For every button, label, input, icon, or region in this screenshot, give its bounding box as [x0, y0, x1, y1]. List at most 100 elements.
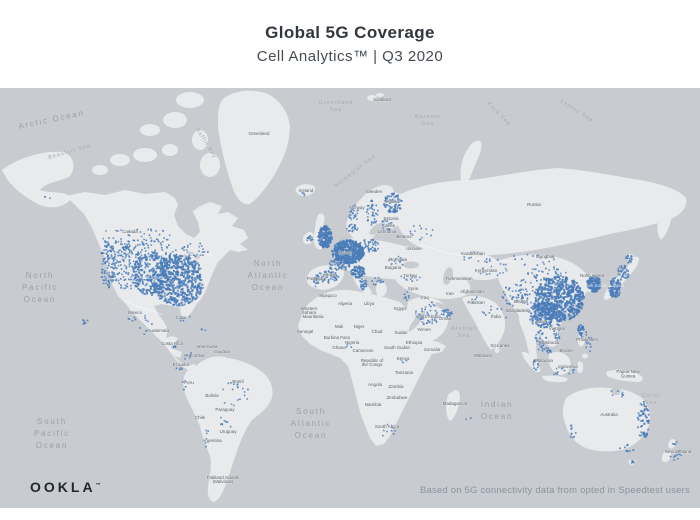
- page-subtitle: Cell Analytics™ | Q3 2020: [256, 48, 444, 65]
- land-siberia: [394, 168, 687, 256]
- country-label: Egypt: [394, 306, 406, 311]
- country-label: Burkina Faso: [324, 335, 351, 340]
- land-sulawesi: [577, 361, 584, 374]
- country-label: Cuba: [176, 315, 187, 320]
- land-balkans-greece: [375, 281, 387, 297]
- land-india: [462, 295, 506, 350]
- country-label: Tanzania: [395, 370, 414, 375]
- land-south-america: [183, 356, 273, 502]
- country-label: Japan: [612, 283, 625, 288]
- land-falkland: [219, 468, 225, 472]
- country-label: Venezuela: [196, 344, 218, 349]
- land-madagascar: [446, 390, 460, 421]
- country-label: North Korea: [580, 273, 605, 278]
- land-mindanao: [582, 353, 588, 359]
- ocean-label: Indian Ocean: [481, 400, 514, 421]
- country-label: Papua New Guinea: [616, 369, 640, 379]
- country-label: Indonesia: [558, 364, 578, 369]
- sea-label: Greenland Sea: [319, 100, 354, 113]
- country-label: South Sudan: [384, 345, 411, 350]
- country-label: Turkey: [403, 273, 417, 278]
- country-label: Russia: [527, 202, 541, 207]
- country-label: Madagascar: [443, 401, 468, 406]
- attribution-text: Based on 5G connectivity data from opted…: [419, 485, 690, 496]
- country-label: Spain: [324, 272, 336, 277]
- land-arctic-island: [140, 124, 160, 136]
- land-java: [542, 375, 568, 383]
- country-label: Chad: [372, 329, 383, 334]
- country-label: United States: [136, 275, 164, 280]
- country-label: Vietnam: [549, 326, 566, 331]
- country-label: Western Sahara: [301, 306, 318, 315]
- world-map: Arctic Ocean North Pacific Ocean North Atlant…: [0, 88, 700, 508]
- land-sri-lanka: [494, 347, 500, 353]
- country-label: South Africa: [375, 424, 400, 429]
- country-label: Algeria: [338, 301, 353, 306]
- country-label: Angola: [368, 382, 383, 387]
- country-label: Niger: [354, 324, 365, 329]
- baltic-sea: [369, 223, 383, 235]
- country-label: Ethiopia: [406, 340, 423, 345]
- country-label: Chile: [195, 415, 206, 420]
- country-label: Guyana: [214, 349, 230, 354]
- country-label: Costa Rica: [161, 341, 184, 346]
- country-label: Bolivia: [205, 393, 219, 398]
- country-label: Bangladesh: [506, 308, 530, 313]
- black-sea: [403, 261, 419, 269]
- country-label: Latvia: [383, 223, 396, 228]
- country-label: Romania: [389, 257, 408, 262]
- country-label: Malaysia: [535, 358, 553, 363]
- country-label: Senegal: [297, 329, 314, 334]
- country-label: Zambia: [388, 384, 404, 389]
- country-label: Guatemala: [147, 328, 170, 333]
- country-label: Afghanistan: [460, 289, 484, 294]
- country-label: Finland: [385, 199, 400, 204]
- country-label: Mali: [335, 324, 343, 329]
- land-arctic-island: [133, 148, 157, 162]
- land-arctic-island: [92, 165, 108, 175]
- ocean-label: South Atlantic Ocean: [291, 407, 332, 440]
- country-label: Libya: [364, 301, 375, 306]
- country-label: Oman: [439, 316, 452, 321]
- country-label: Sudan: [394, 330, 408, 335]
- land-australia: [563, 387, 651, 452]
- country-label: Ukraine: [406, 246, 422, 251]
- country-label: Brazil: [232, 379, 243, 384]
- country-label: Pakistan: [467, 300, 485, 305]
- land-sumatra: [522, 351, 541, 373]
- country-label: Maldives: [474, 353, 493, 358]
- land-arctic-island: [110, 154, 130, 166]
- country-label: Sri Lanka: [490, 343, 510, 348]
- country-label: Argentina: [202, 438, 222, 443]
- country-label: Greenland: [248, 131, 270, 136]
- country-label: Namibia: [365, 402, 382, 407]
- country-label: Belarus: [396, 234, 412, 239]
- country-label: Bulgaria: [385, 265, 402, 270]
- land-kamchatka: [657, 204, 672, 240]
- country-label: Laos: [536, 319, 547, 324]
- country-label: Philippines: [576, 337, 599, 342]
- land-new-zealand-north: [668, 438, 676, 449]
- sea-label: Coral Sea: [642, 393, 660, 406]
- country-label: Colombia: [185, 353, 205, 358]
- country-label: Republic of the Congo: [361, 358, 384, 367]
- coverage-dots-layer: [44, 192, 682, 464]
- country-label: Iraq: [421, 295, 429, 300]
- country-label: France: [338, 250, 353, 255]
- country-label: Kazakhstan: [461, 251, 485, 256]
- ocean-label: South Pacific Ocean: [34, 417, 70, 450]
- sea-label: Arabian Sea: [451, 326, 477, 339]
- country-label: Iran: [446, 291, 454, 296]
- land-borneo: [548, 352, 571, 375]
- ookla-logo-text: OOKLA: [30, 479, 96, 495]
- inland-water-layer: [180, 210, 621, 395]
- ocean-label: North Pacific Ocean: [22, 271, 58, 304]
- land-arctic-island: [162, 144, 178, 156]
- country-label: Bhutan: [514, 299, 529, 304]
- land-iceland: [295, 184, 315, 196]
- country-label: Mongolia: [536, 254, 555, 259]
- land-novaya-zemlya: [460, 140, 482, 185]
- land-alaska: [2, 151, 74, 208]
- country-label: Portugal: [307, 276, 324, 281]
